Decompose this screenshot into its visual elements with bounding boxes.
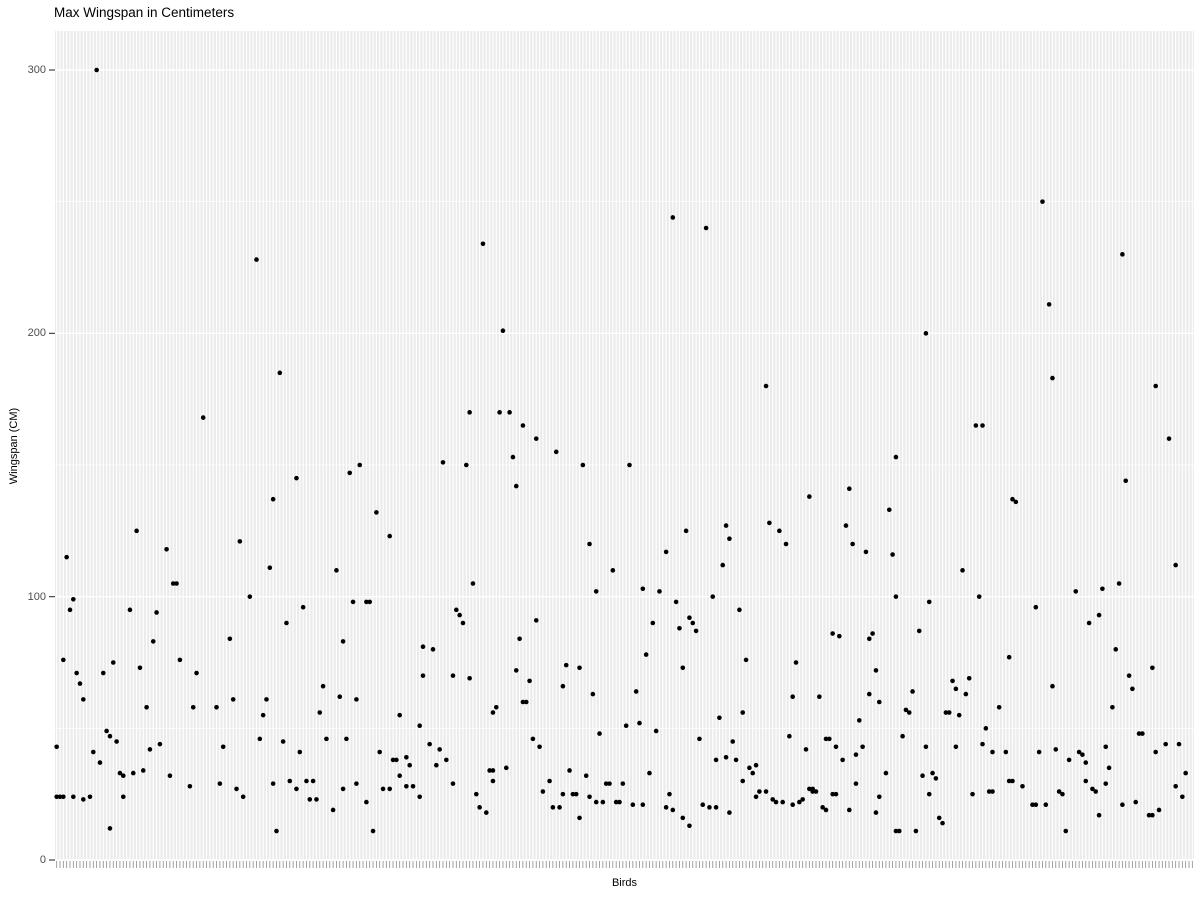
vertical-gridlines [56,31,1193,861]
y-axis-ticks [49,69,55,861]
horizontal-major-gridlines [55,69,1194,861]
data-points [54,67,1188,834]
horizontal-minor-gridlines [55,201,1194,729]
x-axis-title: Birds [611,877,638,889]
panel-background [55,31,1194,861]
y-tick-label-200: 200 [27,327,46,339]
y-axis-title: Wingspan (CM) [8,407,20,485]
y-tick-label-100: 100 [27,591,46,603]
y-tick-label-0: 0 [39,854,46,866]
x-axis-ticks [56,861,1193,868]
y-tick-label-300: 300 [27,64,46,76]
chart-title: Max Wingspan in Centimeters [54,5,235,20]
